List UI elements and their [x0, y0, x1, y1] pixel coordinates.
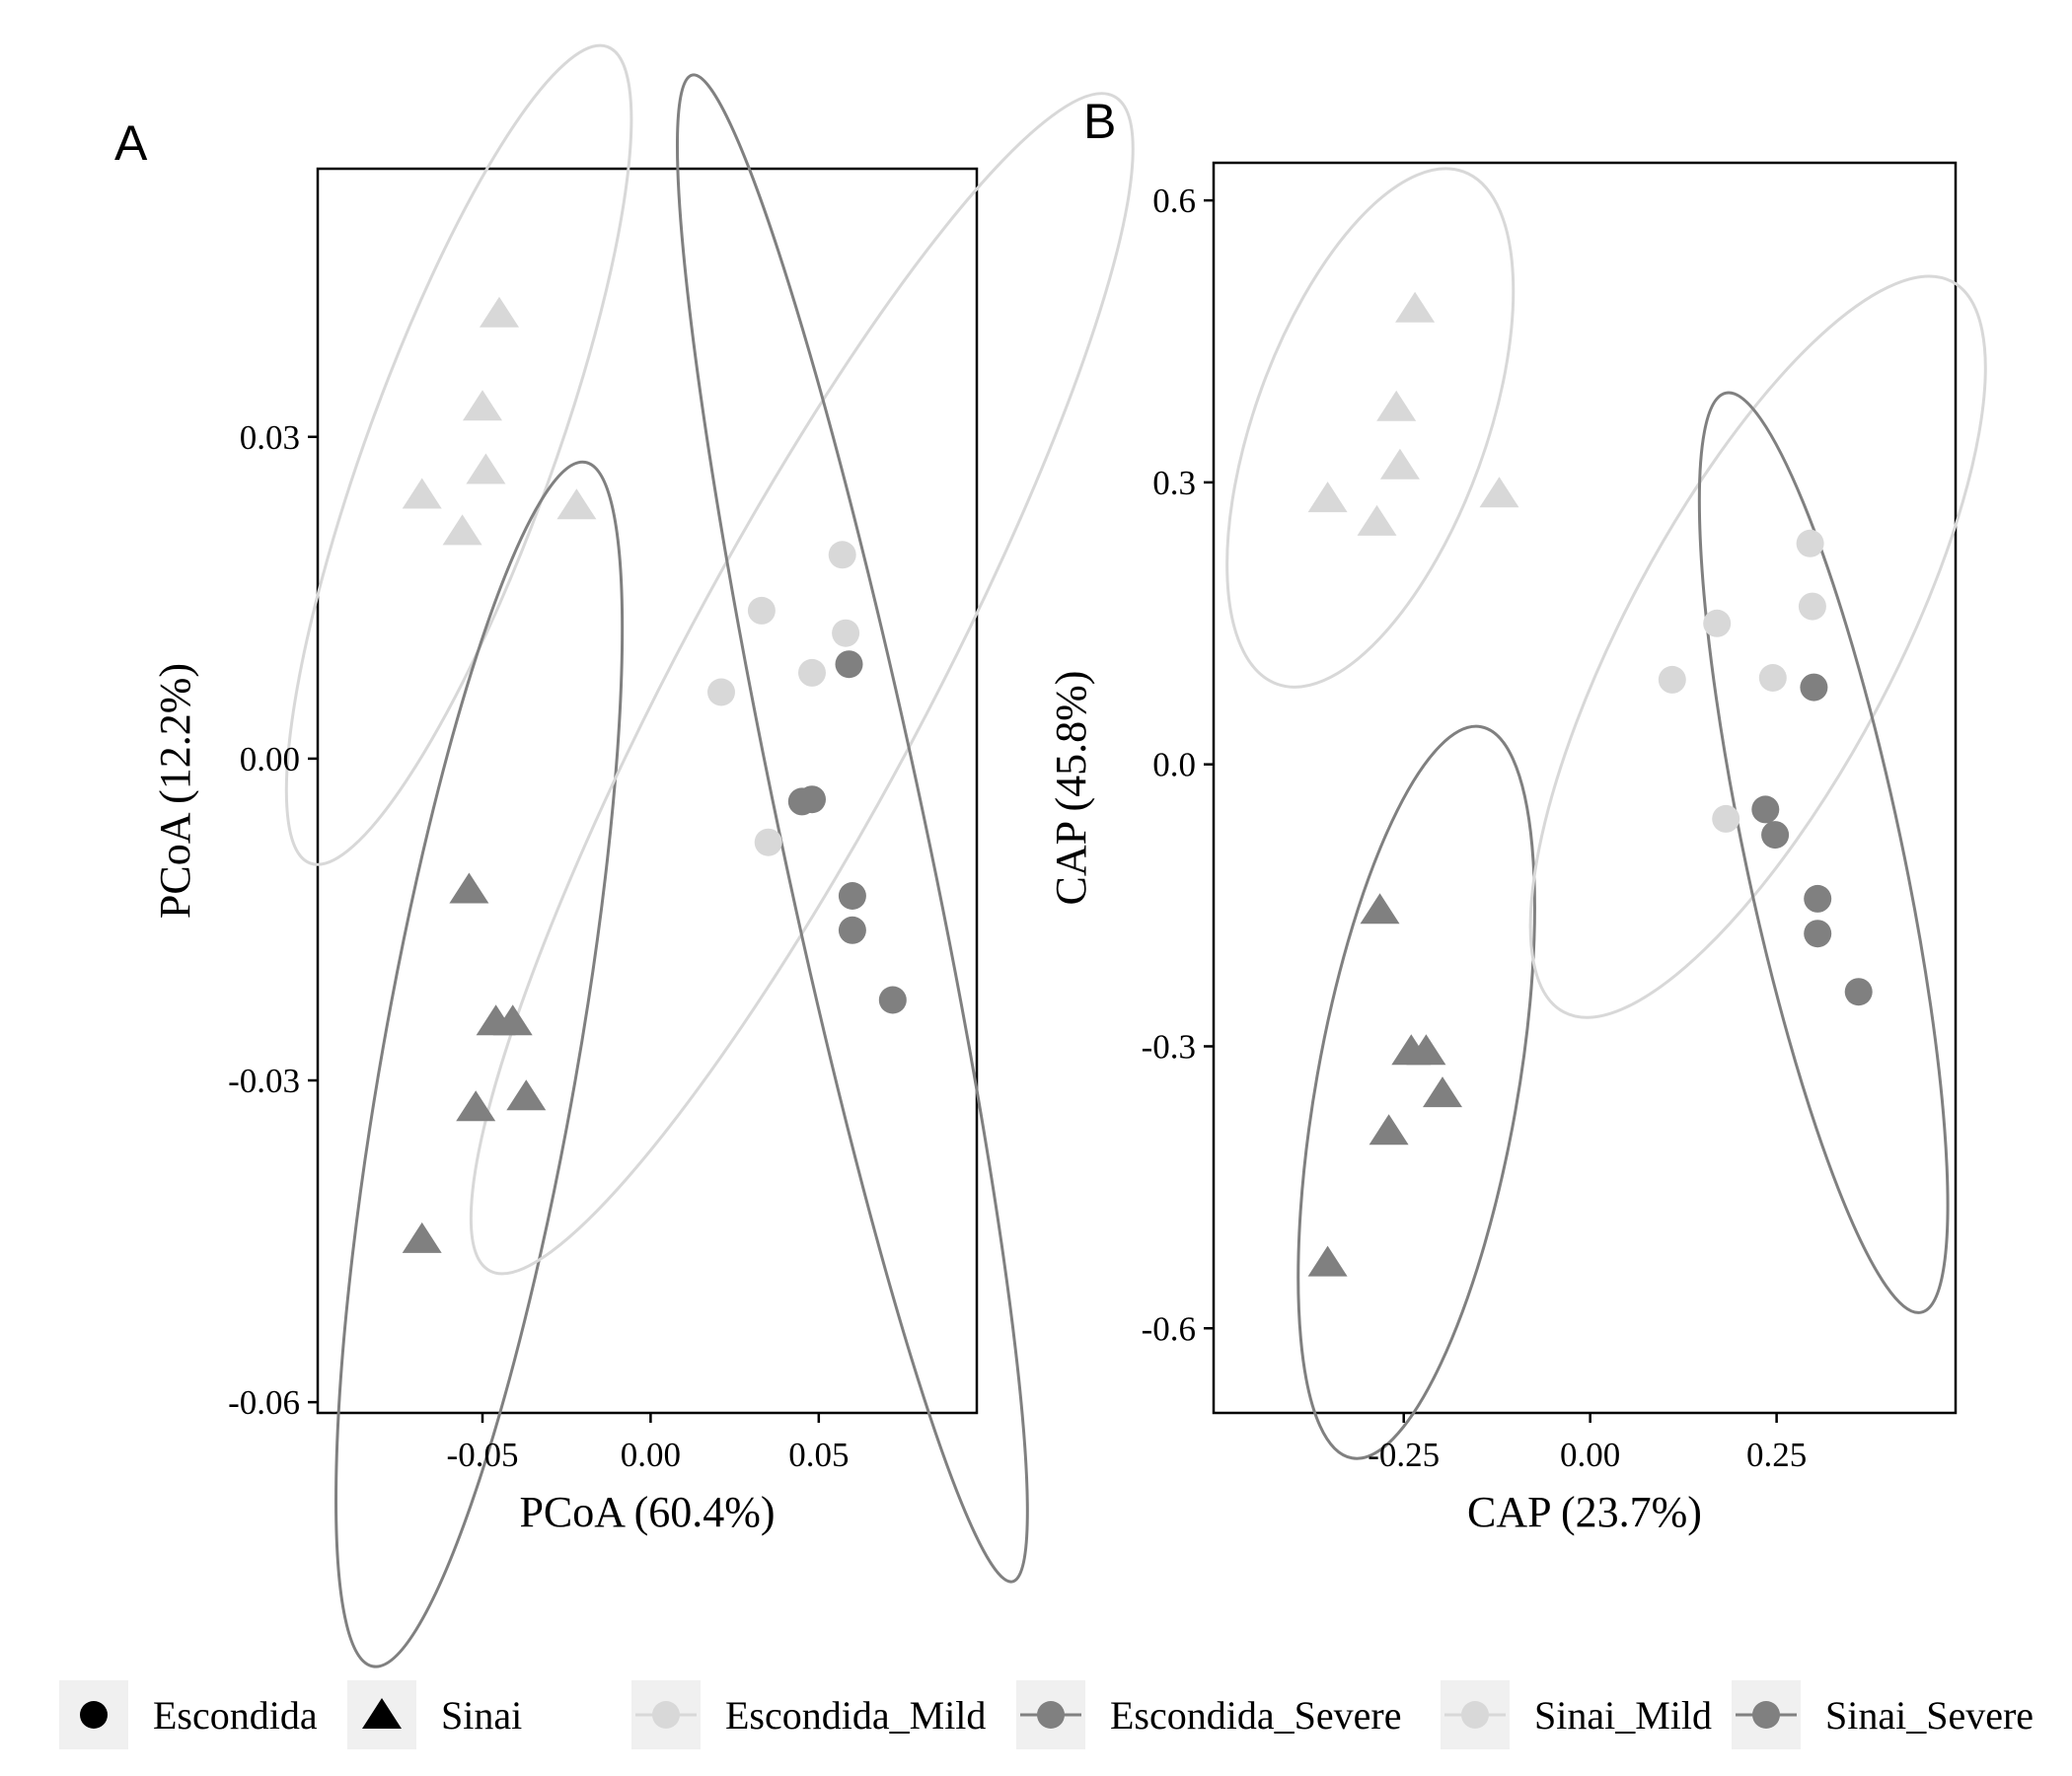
- panel-a-y-tick-label: -0.03: [228, 1062, 300, 1100]
- panel-b-point-escondida-mild: [1712, 804, 1740, 833]
- panel-letter-b: B: [1083, 94, 1116, 149]
- panel-b-point-escondida-mild: [1796, 529, 1824, 557]
- legend-label-escondida-severe: Escondida_Severe: [1110, 1693, 1401, 1738]
- panel-b-point-sinai-severe: [1307, 1245, 1348, 1277]
- panel-a-point-escondida-severe: [838, 916, 866, 944]
- panel-b-point-escondida-severe: [1844, 978, 1873, 1006]
- panel-b-y-tick-label: 0.0: [1152, 746, 1196, 784]
- panel-a-x-tick-label: -0.05: [447, 1436, 519, 1474]
- panel-b-point-escondida-severe: [1751, 795, 1780, 824]
- panel-letter-a: A: [114, 115, 148, 171]
- panel-b-point-sinai-mild: [1357, 504, 1397, 536]
- panel-a-point-sinai-mild: [466, 453, 506, 484]
- panel-b-chart: -0.25 0.00 0.25 0.6 0.3 0.0 -0.3 -0.6 CAP (23.7%…: [1047, 161, 1987, 1536]
- panel-a-point-sinai-mild: [556, 488, 597, 520]
- panel-a-x-tick-label: 0.05: [788, 1436, 849, 1474]
- panel-a-point-sinai-severe: [456, 1090, 496, 1122]
- panel-b-point-sinai-severe: [1423, 1076, 1462, 1108]
- panel-a-x-tick-label: 0.00: [621, 1436, 681, 1474]
- panel-b-x-tick-label: 0.00: [1560, 1436, 1620, 1474]
- panel-b-point-sinai-mild: [1479, 477, 1519, 508]
- panel-b-y-tick-label: 0.3: [1152, 464, 1196, 502]
- panel-a-chart: -0.05 0.00 0.05 0.03 0.00 -0.03 -0.06 PCoA (60.…: [151, 43, 1135, 1668]
- panel-a-point-escondida-severe: [878, 986, 907, 1014]
- legend: Escondida Sinai Escondida_Mild Escondida_Se…: [59, 1680, 2034, 1749]
- panel-a-point-sinai-mild: [442, 514, 482, 546]
- panel-a-point-escondida-mild: [828, 541, 856, 569]
- panel-a-point-sinai-severe: [402, 1221, 442, 1253]
- panel-a-point-escondida-severe: [838, 882, 866, 910]
- panel-a-ellipse-sinai-mild: [284, 43, 633, 866]
- panel-a-y-axis-title: PCoA (12.2%): [151, 663, 199, 919]
- panel-a-point-sinai-mild: [463, 390, 502, 421]
- legend-label-sinai: Sinai: [441, 1693, 522, 1738]
- panel-a-y-tick-label: 0.00: [240, 740, 300, 778]
- panel-b-point-sinai-mild: [1395, 291, 1436, 323]
- panel-b-point-sinai-mild: [1307, 481, 1348, 513]
- panel-a-ellipse-escondida-mild: [469, 92, 1135, 1276]
- legend-escondida-severe-circle-icon: [1037, 1701, 1065, 1729]
- panel-a-point-escondida-mild: [747, 596, 776, 625]
- panel-b-ellipse-sinai-mild: [1225, 167, 1516, 689]
- panel-b-point-escondida-mild: [1758, 664, 1787, 692]
- panel-b-x-axis-title: CAP (23.7%): [1467, 1488, 1702, 1536]
- panel-b-point-escondida-mild: [1798, 592, 1826, 621]
- panel-a-x-axis-title: PCoA (60.4%): [519, 1488, 775, 1536]
- panel-b-point-escondida-severe: [1804, 920, 1832, 948]
- panel-a-point-sinai-mild: [480, 296, 519, 328]
- panel-b-point-escondida-severe: [1761, 821, 1790, 850]
- panel-b-x-tick-label: -0.25: [1368, 1436, 1440, 1474]
- panel-b-y-tick-label: -0.6: [1142, 1309, 1196, 1348]
- panel-a-point-escondida-mild: [707, 678, 735, 706]
- legend-label-sinai-mild: Sinai_Mild: [1534, 1693, 1712, 1738]
- panel-a-point-sinai-mild: [402, 478, 442, 509]
- panel-b-point-sinai-mild: [1379, 448, 1420, 480]
- panel-b-point-sinai-mild: [1376, 390, 1417, 421]
- legend-escondida-mild-circle-icon: [652, 1701, 680, 1729]
- panel-b-plot-frame: [1212, 161, 1958, 1415]
- panel-b-point-escondida-severe: [1804, 884, 1832, 913]
- legend-sinai-mild-circle-icon: [1461, 1701, 1489, 1729]
- panel-b-ellipse-escondida-mild: [1528, 274, 1987, 1019]
- panel-a-point-sinai-severe: [449, 872, 489, 904]
- panel-a-point-escondida-mild: [832, 619, 860, 647]
- legend-sinai-severe-circle-icon: [1752, 1701, 1780, 1729]
- panel-b-y-axis-title: CAP (45.8%): [1047, 671, 1095, 906]
- panel-b-point-sinai-severe: [1406, 1034, 1446, 1066]
- panel-b-point-sinai-severe: [1360, 893, 1400, 925]
- panel-b-y-tick-label: 0.6: [1152, 182, 1196, 220]
- panel-b-point-escondida-mild: [1703, 609, 1732, 637]
- legend-sinai-triangle-icon: [362, 1698, 402, 1729]
- panel-b-x-tick-label: 0.25: [1746, 1436, 1807, 1474]
- panel-a-y-tick-label: 0.03: [240, 418, 300, 457]
- panel-b-point-escondida-severe: [1800, 673, 1828, 702]
- panel-a-y-tick-label: -0.06: [228, 1383, 300, 1422]
- panel-b-ellipse-sinai-severe: [1296, 724, 1536, 1460]
- legend-label-escondida-mild: Escondida_Mild: [725, 1693, 986, 1738]
- panel-b-ellipse-escondida-severe: [1697, 391, 1950, 1314]
- panel-a-point-escondida-mild: [798, 658, 826, 687]
- panel-a-plot-frame: [316, 167, 979, 1415]
- panel-a-point-escondida-severe: [835, 650, 863, 679]
- panel-b-y-tick-label: -0.3: [1142, 1027, 1196, 1066]
- legend-label-escondida: Escondida: [153, 1693, 318, 1738]
- panel-a-point-sinai-severe: [506, 1079, 547, 1111]
- legend-label-sinai-severe: Sinai_Severe: [1825, 1693, 2034, 1738]
- panel-a-point-sinai-severe: [492, 1004, 533, 1036]
- panel-b-point-sinai-severe: [1369, 1114, 1409, 1146]
- panel-a-point-escondida-mild: [754, 828, 782, 856]
- legend-escondida-circle-icon: [80, 1701, 108, 1729]
- panel-a-point-escondida-severe: [798, 785, 826, 814]
- panel-a-ellipse-sinai-severe: [334, 460, 625, 1668]
- panel-b-point-escondida-mild: [1658, 665, 1686, 694]
